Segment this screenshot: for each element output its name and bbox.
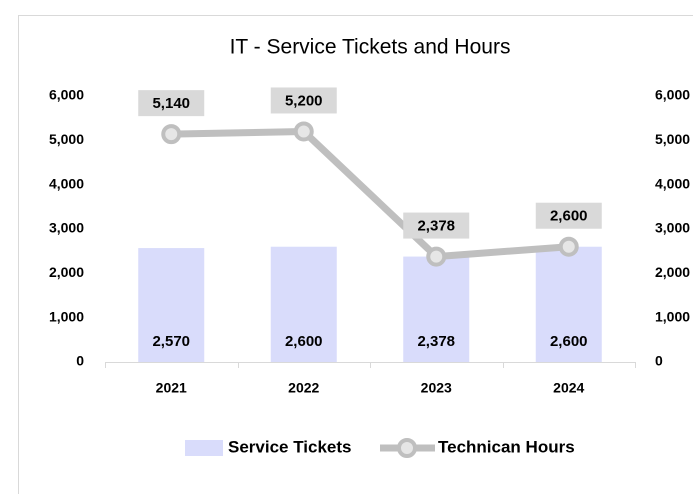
x-tick-label: 2023 [421,380,452,396]
y2-tick-label: 0 [655,353,663,369]
y2-tick-label: 6,000 [655,87,690,103]
line-value-label: 5,200 [285,92,323,109]
line-marker [426,246,447,267]
bar [138,248,205,362]
bar-value-label: 2,600 [550,333,588,350]
legend-swatch [185,440,223,456]
y2-tick-label: 3,000 [655,220,690,236]
bar [403,256,470,362]
line-value-label: 2,600 [550,208,588,225]
bar-value-label: 2,600 [285,333,323,350]
line [171,127,570,261]
y-tick-label: 2,000 [49,264,84,280]
x-tick-label: 2021 [156,380,187,396]
line-label-box [138,90,205,117]
line-marker [558,236,579,257]
bar-value-label: 2,378 [417,333,455,350]
legend-label: Technican Hours [438,437,575,456]
line-label-box [403,212,470,239]
line-label-box [270,87,337,114]
y-tick-label: 0 [76,353,84,369]
legend-label: Service Tickets [228,437,352,456]
x-tick-label: 2024 [553,380,584,396]
bar [535,246,602,362]
line-value-label: 5,140 [152,95,190,112]
bar [270,246,337,362]
line-label-box [535,202,602,229]
legend-marker [397,438,417,458]
y2-tick-label: 4,000 [655,175,690,191]
y-tick-label: 1,000 [49,308,84,324]
x-tick-label: 2022 [288,380,319,396]
y-tick-label: 3,000 [49,220,84,236]
y-tick-label: 5,000 [49,131,84,147]
line-marker [293,121,314,142]
chart-title: IT - Service Tickets and Hours [230,36,511,59]
y-tick-label: 4,000 [49,175,84,191]
y2-tick-label: 2,000 [655,264,690,280]
bar-value-label: 2,570 [152,333,190,350]
y2-tick-label: 5,000 [655,131,690,147]
line-value-label: 2,378 [417,218,455,235]
line-marker [161,124,182,145]
x-axis-ticks [105,362,636,368]
y-tick-label: 6,000 [49,87,84,103]
y2-tick-label: 1,000 [655,308,690,324]
